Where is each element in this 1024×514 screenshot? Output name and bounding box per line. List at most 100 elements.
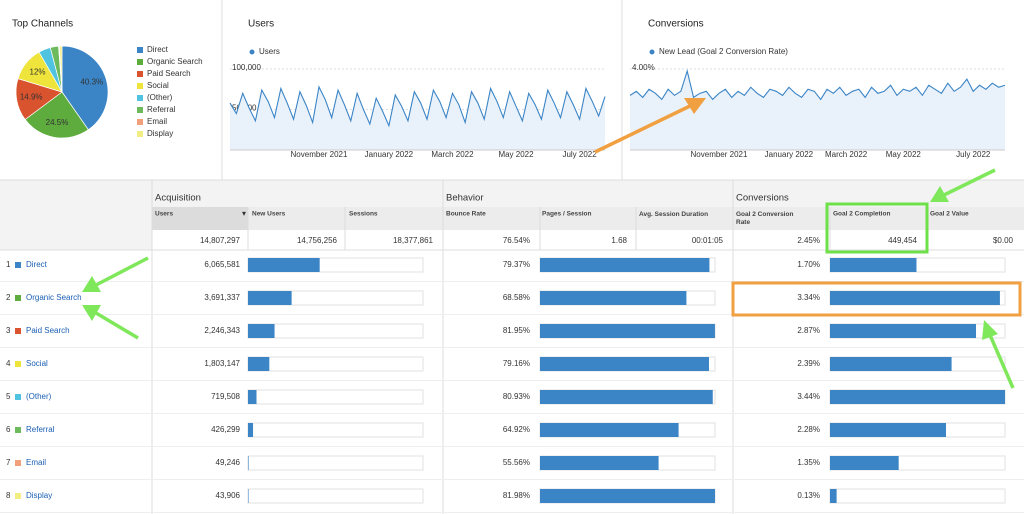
content: Top Channels 40.3% Direct 24.5% Organic Sear… (0, 19, 1024, 513)
row-rank: 2 (6, 293, 11, 302)
bar-track (247, 455, 424, 471)
bar (540, 357, 709, 371)
conversion-value: 3.34% (797, 293, 820, 302)
total-value: 00:01:05 (692, 236, 724, 245)
channel-link[interactable]: Social (26, 359, 48, 368)
sort-arrow[interactable]: ▾ (242, 209, 246, 218)
total-value: 14,807,297 (200, 236, 241, 245)
total-value: 1.68 (611, 236, 627, 245)
group-header: Conversions (736, 193, 789, 204)
legend-swatch (137, 95, 143, 101)
bar-track (829, 488, 1006, 504)
column-header-bg (152, 207, 1024, 230)
bar (540, 456, 659, 470)
legend-label: Organic Search (147, 57, 203, 66)
channel-link[interactable]: Display (26, 491, 52, 500)
users-value: 49,246 (216, 458, 241, 467)
slice-label: 40.3% (80, 78, 103, 87)
x-tick-label: January 2022 (765, 150, 814, 159)
orange-arrow (594, 98, 706, 154)
users-value: 43,906 (216, 491, 241, 500)
conversion-value: 2.87% (797, 326, 820, 335)
x-tick-label: January 2022 (365, 150, 414, 159)
bar (830, 489, 837, 503)
column-header[interactable]: Goal 2 Value (930, 211, 969, 218)
bar-track (247, 389, 424, 405)
panel-title: Conversions (648, 19, 704, 30)
legend-dot (649, 49, 655, 55)
panel-title: Users (248, 19, 274, 30)
green-arrows (82, 168, 1015, 389)
slice-label: 14.9% (20, 92, 43, 101)
x-tick-label: March 2022 (431, 150, 474, 159)
bar (830, 390, 1005, 404)
pie-slice (61, 45, 109, 131)
panel-title: Top Channels (12, 19, 73, 30)
x-tick-label: July 2022 (562, 150, 597, 159)
channel-link[interactable]: Organic Search (26, 293, 82, 302)
users-value: 6,065,581 (204, 260, 240, 269)
column-header[interactable]: Sessions (349, 211, 378, 218)
total-value: 76.54% (503, 236, 530, 245)
y-tick-label: 100,000 (232, 63, 261, 72)
x-tick-label: May 2022 (886, 150, 922, 159)
row-swatch (15, 460, 21, 466)
column-header[interactable]: Goal 2 Conversion Rate (736, 211, 793, 226)
row-rank: 6 (6, 425, 11, 434)
column-header[interactable]: New Users (252, 211, 286, 218)
column-header[interactable]: Bounce Rate (446, 211, 486, 218)
users-value: 2,246,343 (204, 326, 240, 335)
total-value: 14,756,256 (297, 236, 338, 245)
x-tick-label: November 2021 (691, 150, 748, 159)
row-swatch (15, 394, 21, 400)
total-value: 18,377,861 (393, 236, 434, 245)
legend-swatch (137, 71, 143, 77)
bar (540, 291, 687, 305)
highlight-box (825, 202, 929, 254)
bar (540, 390, 713, 404)
slice-label: 12% (30, 68, 46, 77)
bar (248, 258, 320, 272)
channel-link[interactable]: Direct (26, 260, 48, 269)
channel-link[interactable]: Referral (26, 425, 55, 434)
bar (830, 423, 946, 437)
bar-track (247, 422, 424, 438)
group-header: Behavior (446, 193, 484, 204)
legend-label: (Other) (147, 93, 173, 102)
column-header[interactable]: Pages / Session (542, 211, 592, 218)
bar (540, 489, 715, 503)
y-tick-label: 4.00% (632, 63, 655, 72)
bar (248, 324, 275, 338)
channel-link[interactable]: Paid Search (26, 326, 70, 335)
legend-swatch (137, 83, 143, 89)
legend-label: Email (147, 117, 167, 126)
bar (830, 324, 977, 338)
bar (248, 423, 254, 437)
row-rank: 7 (6, 458, 11, 467)
total-value: $0.00 (993, 236, 1014, 245)
channel-link[interactable]: Email (26, 458, 46, 467)
row-rank: 3 (6, 326, 11, 335)
users-value: 3,691,337 (204, 293, 240, 302)
column-header[interactable]: Avg. Session Duration (639, 211, 708, 218)
column-header[interactable]: Goal 2 Completion (833, 211, 890, 218)
bounce-value: 80.93% (503, 392, 530, 401)
row-swatch (15, 361, 21, 367)
x-tick-label: March 2022 (825, 150, 868, 159)
row-swatch (15, 427, 21, 433)
bar (830, 357, 952, 371)
row-swatch (15, 493, 21, 499)
column-header[interactable]: Users (155, 211, 173, 218)
bounce-value: 81.95% (503, 326, 530, 335)
row-swatch (15, 262, 21, 268)
bounce-value: 64.92% (503, 425, 530, 434)
conversion-value: 1.70% (797, 260, 820, 269)
bar (830, 456, 899, 470)
line (629, 69, 1006, 101)
bounce-value: 79.37% (503, 260, 530, 269)
bounce-value: 55.56% (503, 458, 530, 467)
row-rank: 8 (6, 491, 11, 500)
legend-swatch (137, 107, 143, 113)
channel-link[interactable]: (Other) (26, 392, 52, 401)
bar (540, 423, 679, 437)
